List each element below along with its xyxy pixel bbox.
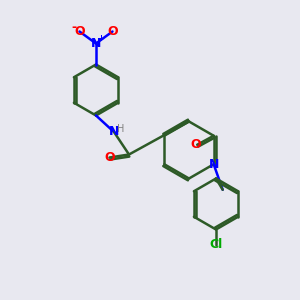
Text: N: N	[91, 37, 101, 50]
Text: O: O	[190, 138, 201, 151]
Text: -: -	[71, 21, 77, 34]
Text: O: O	[74, 25, 85, 38]
Text: N: N	[109, 125, 119, 139]
Text: Cl: Cl	[209, 238, 223, 251]
Text: O: O	[104, 151, 115, 164]
Text: +: +	[97, 34, 104, 43]
Text: N: N	[208, 158, 219, 171]
Text: O: O	[107, 25, 118, 38]
Text: H: H	[117, 124, 124, 134]
